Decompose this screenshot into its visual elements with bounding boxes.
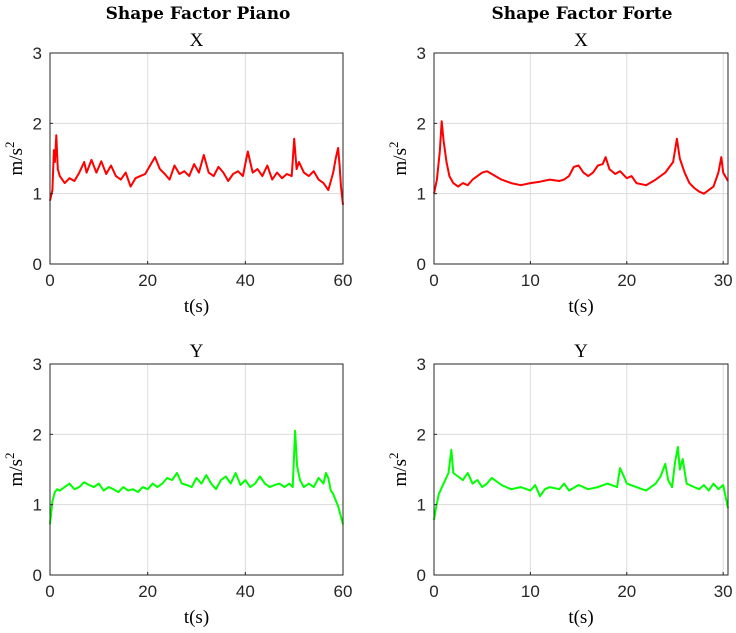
piano-y-ylabel-unit: m/s <box>6 459 27 486</box>
forte-x-xtick-label-0: 0 <box>429 271 438 290</box>
forte-y-axes-frame <box>433 363 729 576</box>
piano-y-ylabel: m/s2 <box>2 453 27 487</box>
forte-y-xtick-label-1: 10 <box>521 582 540 601</box>
piano-x-series-line-0 <box>49 134 344 206</box>
piano-x-ytick-label-0: 0 <box>33 255 42 274</box>
piano-x-xtick-label-2: 40 <box>236 271 255 290</box>
column-title-piano: Shape Factor Piano <box>106 4 291 24</box>
forte-y-ytick-label-2: 2 <box>417 425 426 444</box>
forte-x-xtick-label-1: 10 <box>521 271 540 290</box>
forte-x-ylabel-sup: 2 <box>386 142 401 149</box>
forte-y-ylabel-sup: 2 <box>386 453 401 460</box>
forte-y-title: Y <box>574 341 588 362</box>
forte-y-xlabel: t(s) <box>568 607 593 628</box>
piano-x-xtick-label-1: 20 <box>138 271 157 290</box>
piano-x-ytick-label-2: 2 <box>33 114 42 133</box>
piano-x-ytick-label-3: 3 <box>33 44 42 63</box>
piano-y-xlabel: t(s) <box>184 607 209 628</box>
piano-y-ylabel-sup: 2 <box>2 453 17 460</box>
piano-x-ylabel: m/s2 <box>2 142 27 176</box>
forte-x-title: X <box>574 30 588 51</box>
forte-x-ylabel-unit: m/s <box>390 148 411 175</box>
forte-x-xlabel: t(s) <box>568 296 593 317</box>
forte-y-ytick-label-0: 0 <box>417 566 426 585</box>
piano-y-xtick-label-3: 60 <box>334 582 353 601</box>
forte-y-ylabel: m/s2 <box>386 453 411 487</box>
piano-y-axes-frame <box>49 363 344 576</box>
piano-x-xtick-label-3: 60 <box>334 271 353 290</box>
forte-x-axes-frame <box>433 52 729 265</box>
piano-x-axes-frame <box>49 52 344 265</box>
piano-y-xtick-label-0: 0 <box>45 582 54 601</box>
piano-x-xlabel: t(s) <box>184 296 209 317</box>
piano-x-ylabel-sup: 2 <box>2 142 17 149</box>
piano-y-ytick-label-0: 0 <box>33 566 42 585</box>
piano-y-ytick-label-1: 1 <box>33 496 42 515</box>
forte-x-ylabel: m/s2 <box>386 142 411 176</box>
forte-x-ytick-label-2: 2 <box>417 114 426 133</box>
column-title-forte: Shape Factor Forte <box>492 4 673 24</box>
forte-y-ytick-label-3: 3 <box>417 355 426 374</box>
forte-y-ytick-label-1: 1 <box>417 496 426 515</box>
piano-y-xtick-label-1: 20 <box>138 582 157 601</box>
forte-y-ylabel-unit: m/s <box>390 459 411 486</box>
piano-y-xtick-label-2: 40 <box>236 582 255 601</box>
forte-y-xtick-label-2: 20 <box>617 582 636 601</box>
piano-y-title: Y <box>190 341 204 362</box>
piano-x-xtick-label-0: 0 <box>45 271 54 290</box>
forte-x-ytick-label-0: 0 <box>417 255 426 274</box>
forte-y-xtick-label-3: 30 <box>714 582 733 601</box>
piano-x-ytick-label-1: 1 <box>33 185 42 204</box>
piano-y-ytick-label-2: 2 <box>33 425 42 444</box>
piano-x-title: X <box>190 30 204 51</box>
forte-y-xtick-label-0: 0 <box>429 582 438 601</box>
forte-x-xtick-label-3: 30 <box>714 271 733 290</box>
forte-x-xtick-label-2: 20 <box>617 271 636 290</box>
forte-y-series-line-0 <box>433 446 729 521</box>
forte-x-ytick-label-1: 1 <box>417 185 426 204</box>
forte-x-ytick-label-3: 3 <box>417 44 426 63</box>
piano-x-ylabel-unit: m/s <box>6 148 27 175</box>
forte-x-series-line-0 <box>433 120 729 195</box>
piano-y-ytick-label-3: 3 <box>33 355 42 374</box>
piano-y-series-line-0 <box>49 429 344 525</box>
